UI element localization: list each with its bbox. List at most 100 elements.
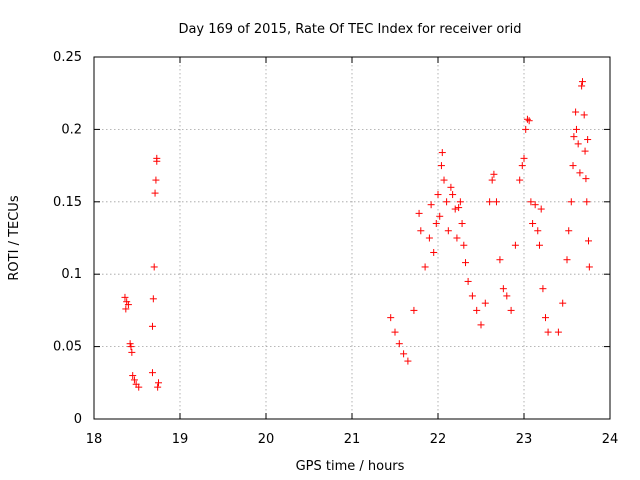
data-point xyxy=(122,305,130,313)
y-tick-label: 0.15 xyxy=(53,195,82,210)
data-point xyxy=(464,277,472,285)
data-point xyxy=(559,299,567,307)
data-point xyxy=(453,234,461,242)
data-point xyxy=(572,108,580,116)
x-tick-label: 21 xyxy=(344,432,361,447)
data-point xyxy=(444,227,452,235)
data-point xyxy=(527,198,535,206)
data-point xyxy=(578,78,586,86)
data-point xyxy=(584,136,592,144)
data-point xyxy=(503,292,511,300)
x-tick-label: 24 xyxy=(602,432,619,447)
data-point xyxy=(456,198,464,206)
data-point xyxy=(572,125,580,133)
data-point xyxy=(449,191,457,199)
data-point xyxy=(511,241,519,249)
data-point xyxy=(148,322,156,330)
data-point xyxy=(415,209,423,217)
data-point xyxy=(492,198,500,206)
data-point xyxy=(580,111,588,119)
data-point xyxy=(155,379,162,387)
data-point xyxy=(582,175,590,183)
data-point xyxy=(583,198,591,206)
data-point xyxy=(569,162,577,170)
data-point xyxy=(151,189,159,197)
data-point xyxy=(455,204,463,212)
data-point xyxy=(436,212,444,220)
data-point xyxy=(130,376,138,384)
data-point xyxy=(129,372,137,380)
data-point xyxy=(490,170,498,178)
data-point xyxy=(387,314,395,322)
data-point xyxy=(539,285,547,293)
data-point xyxy=(434,191,442,199)
data-point xyxy=(534,227,542,235)
data-point xyxy=(535,241,543,249)
data-point xyxy=(563,256,571,264)
data-point xyxy=(518,162,526,170)
data-point xyxy=(468,292,476,300)
data-point xyxy=(565,227,573,235)
data-point xyxy=(525,117,533,125)
y-tick-label: 0.1 xyxy=(61,267,82,282)
data-point xyxy=(570,133,578,141)
data-point xyxy=(149,295,157,303)
y-axis-label: ROTI / TECUs xyxy=(7,195,22,280)
points-layer xyxy=(121,78,593,391)
data-point xyxy=(438,149,446,157)
data-point xyxy=(427,201,435,209)
data-point xyxy=(148,369,156,377)
x-tick-label: 18 xyxy=(86,432,103,447)
data-point xyxy=(462,259,470,267)
data-point xyxy=(578,82,586,90)
data-point xyxy=(531,201,539,209)
chart-title: Day 169 of 2015, Rate Of TEC Index for r… xyxy=(178,22,521,37)
x-tick-label: 22 xyxy=(430,432,447,447)
data-point xyxy=(481,299,489,307)
data-point xyxy=(460,241,468,249)
data-point xyxy=(581,147,589,155)
data-point xyxy=(576,169,584,177)
data-point xyxy=(126,340,134,348)
data-point xyxy=(585,263,593,271)
y-tick-label: 0.05 xyxy=(53,340,82,355)
x-tick-label: 19 xyxy=(172,432,189,447)
data-point xyxy=(523,115,531,123)
data-point xyxy=(542,314,549,322)
x-axis-label: GPS time / hours xyxy=(296,459,405,474)
y-tick-label: 0.2 xyxy=(61,122,82,137)
data-point xyxy=(153,157,161,165)
data-point xyxy=(520,154,528,162)
x-tick-label: 23 xyxy=(516,432,533,447)
data-point xyxy=(499,285,507,293)
data-point xyxy=(425,234,433,242)
data-point xyxy=(404,357,412,365)
data-point xyxy=(451,205,459,213)
data-point xyxy=(486,198,494,206)
data-point xyxy=(585,237,592,245)
data-point xyxy=(496,256,504,264)
ticks-layer: 18 19 20 21 22 23 24 0 0.05 0.1 0.15 0.2 0.25 xyxy=(53,50,618,447)
data-point xyxy=(395,340,403,348)
data-point xyxy=(154,383,162,391)
data-point xyxy=(152,176,160,184)
data-point xyxy=(410,306,418,314)
data-point xyxy=(488,176,496,184)
data-point xyxy=(447,183,455,191)
data-point xyxy=(440,176,448,184)
data-point xyxy=(507,306,515,314)
y-tick-label: 0.25 xyxy=(53,50,82,65)
data-point xyxy=(554,328,562,336)
data-point xyxy=(417,227,425,235)
data-point xyxy=(391,328,399,336)
grid-layer xyxy=(94,57,610,419)
data-point xyxy=(473,306,481,314)
data-point xyxy=(574,140,582,148)
data-point xyxy=(529,220,537,228)
data-point xyxy=(516,176,524,184)
data-point xyxy=(477,321,485,329)
data-point xyxy=(537,205,545,213)
data-point xyxy=(150,263,158,271)
data-point xyxy=(443,198,451,206)
